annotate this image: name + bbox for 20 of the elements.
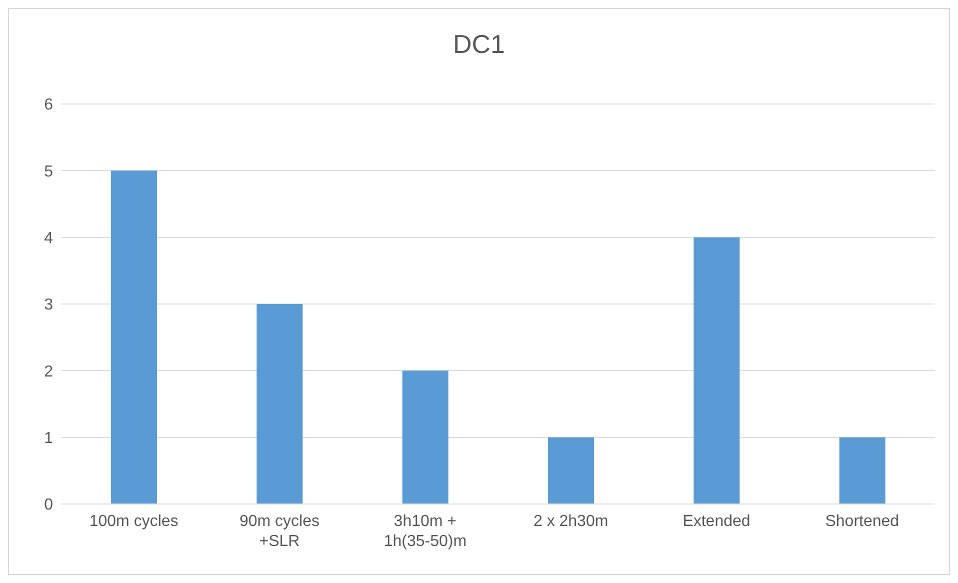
bar	[839, 437, 886, 504]
x-tick-label: 90m cycles +SLR	[239, 513, 320, 550]
x-tick-label: Shortened	[825, 513, 900, 530]
y-tick-label: 3	[44, 296, 54, 314]
y-tick-label: 2	[44, 363, 54, 380]
y-tick-label: 0	[44, 496, 54, 514]
bar	[111, 170, 157, 504]
chart-title: DC1	[452, 29, 506, 60]
bar	[694, 237, 740, 504]
bar	[402, 370, 448, 504]
x-tick-label: 2 x 2h30m	[533, 513, 608, 530]
x-tick-label: 100m cycles	[89, 513, 178, 530]
y-tick-label: 5	[44, 163, 54, 180]
bar	[256, 304, 303, 504]
bar	[548, 437, 594, 504]
y-tick-label: 1	[44, 430, 54, 448]
x-tick-label: 3h10m + 1h(35-50)m	[384, 513, 467, 550]
x-tick-label: Extended	[682, 513, 750, 530]
y-tick-label: 4	[44, 230, 54, 248]
y-tick-label: 6	[44, 96, 54, 114]
